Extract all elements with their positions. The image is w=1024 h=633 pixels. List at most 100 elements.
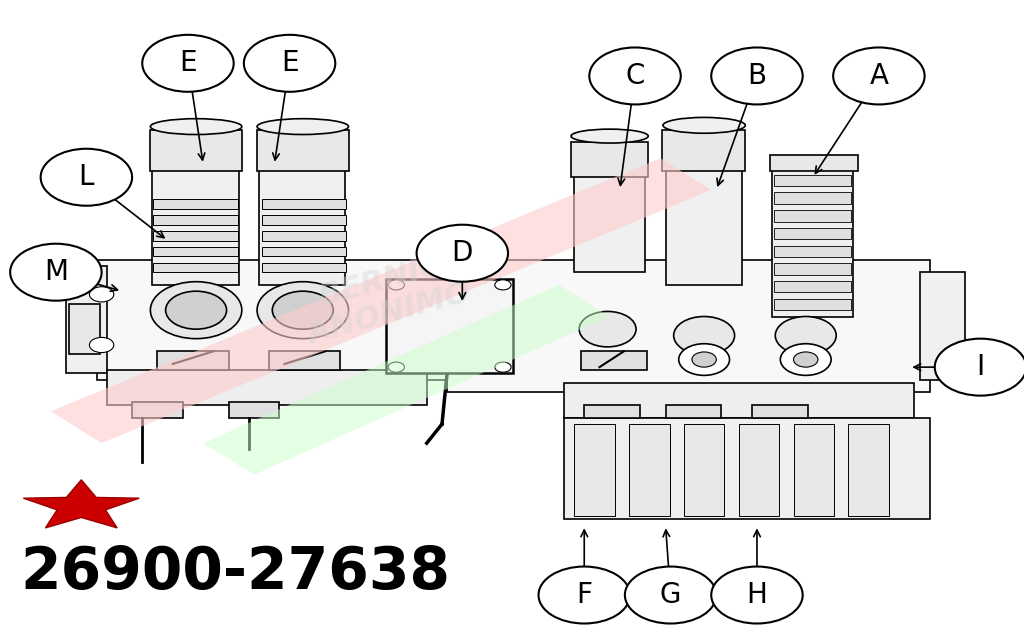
Ellipse shape xyxy=(151,119,242,135)
FancyBboxPatch shape xyxy=(154,247,238,256)
FancyBboxPatch shape xyxy=(564,418,930,519)
Text: E: E xyxy=(281,49,298,77)
Circle shape xyxy=(388,280,404,290)
FancyBboxPatch shape xyxy=(772,165,853,316)
FancyBboxPatch shape xyxy=(564,383,914,418)
FancyBboxPatch shape xyxy=(774,192,852,204)
Polygon shape xyxy=(51,158,712,443)
Circle shape xyxy=(834,47,925,104)
Ellipse shape xyxy=(571,129,648,143)
Text: M: M xyxy=(44,258,68,286)
FancyBboxPatch shape xyxy=(154,263,238,272)
Circle shape xyxy=(257,282,348,339)
FancyBboxPatch shape xyxy=(684,424,724,516)
FancyBboxPatch shape xyxy=(770,155,857,171)
Ellipse shape xyxy=(663,117,745,133)
Text: B: B xyxy=(748,62,767,90)
FancyBboxPatch shape xyxy=(585,405,640,418)
FancyBboxPatch shape xyxy=(262,215,346,225)
FancyBboxPatch shape xyxy=(257,130,348,171)
FancyBboxPatch shape xyxy=(154,231,238,241)
FancyBboxPatch shape xyxy=(96,260,447,380)
Text: I: I xyxy=(976,353,985,381)
Text: F: F xyxy=(577,581,592,609)
FancyBboxPatch shape xyxy=(738,424,779,516)
Ellipse shape xyxy=(257,119,348,135)
Text: A: A xyxy=(869,62,889,90)
FancyBboxPatch shape xyxy=(106,370,427,405)
FancyBboxPatch shape xyxy=(154,199,238,209)
Text: G: G xyxy=(659,581,681,609)
Circle shape xyxy=(495,362,511,372)
FancyBboxPatch shape xyxy=(228,402,280,418)
FancyBboxPatch shape xyxy=(629,424,670,516)
FancyBboxPatch shape xyxy=(774,228,852,239)
FancyBboxPatch shape xyxy=(69,304,99,354)
Circle shape xyxy=(151,282,242,339)
Circle shape xyxy=(539,567,630,624)
FancyBboxPatch shape xyxy=(752,405,808,418)
Circle shape xyxy=(244,35,335,92)
FancyBboxPatch shape xyxy=(774,175,852,186)
Circle shape xyxy=(10,244,101,301)
FancyBboxPatch shape xyxy=(663,130,744,171)
Circle shape xyxy=(712,47,803,104)
FancyBboxPatch shape xyxy=(262,199,346,209)
Circle shape xyxy=(692,352,717,367)
FancyBboxPatch shape xyxy=(571,142,648,177)
Circle shape xyxy=(674,316,734,354)
FancyBboxPatch shape xyxy=(66,266,106,373)
Polygon shape xyxy=(203,285,609,475)
Circle shape xyxy=(775,316,837,354)
Circle shape xyxy=(794,352,818,367)
Circle shape xyxy=(712,567,803,624)
FancyBboxPatch shape xyxy=(386,279,513,373)
FancyBboxPatch shape xyxy=(154,215,238,225)
FancyBboxPatch shape xyxy=(132,402,183,418)
FancyBboxPatch shape xyxy=(794,424,835,516)
Text: D: D xyxy=(452,239,473,267)
FancyBboxPatch shape xyxy=(774,246,852,257)
Circle shape xyxy=(388,362,404,372)
FancyBboxPatch shape xyxy=(774,210,852,222)
Circle shape xyxy=(580,311,636,347)
Circle shape xyxy=(417,225,508,282)
FancyBboxPatch shape xyxy=(774,281,852,292)
FancyBboxPatch shape xyxy=(666,168,741,285)
Circle shape xyxy=(272,291,333,329)
FancyBboxPatch shape xyxy=(447,260,930,392)
Circle shape xyxy=(41,149,132,206)
FancyBboxPatch shape xyxy=(262,263,346,272)
Circle shape xyxy=(590,47,681,104)
Circle shape xyxy=(495,280,511,290)
FancyBboxPatch shape xyxy=(774,299,852,310)
Circle shape xyxy=(935,339,1024,396)
Text: C: C xyxy=(626,62,645,90)
Text: E: E xyxy=(179,49,197,77)
Polygon shape xyxy=(24,480,139,528)
FancyBboxPatch shape xyxy=(774,263,852,275)
FancyBboxPatch shape xyxy=(666,405,721,418)
FancyBboxPatch shape xyxy=(849,424,889,516)
FancyBboxPatch shape xyxy=(259,168,345,285)
Circle shape xyxy=(780,344,831,375)
FancyBboxPatch shape xyxy=(574,424,614,516)
FancyBboxPatch shape xyxy=(269,351,340,370)
Text: L: L xyxy=(79,163,94,191)
FancyBboxPatch shape xyxy=(158,351,228,370)
FancyBboxPatch shape xyxy=(151,130,242,171)
FancyBboxPatch shape xyxy=(920,272,966,380)
Circle shape xyxy=(89,287,114,302)
FancyBboxPatch shape xyxy=(582,351,647,370)
FancyBboxPatch shape xyxy=(153,168,239,285)
FancyBboxPatch shape xyxy=(262,247,346,256)
Circle shape xyxy=(89,337,114,353)
Circle shape xyxy=(625,567,717,624)
FancyBboxPatch shape xyxy=(262,231,346,241)
Text: BERNIG
ANONIMO: BERNIG ANONIMO xyxy=(297,246,475,349)
Circle shape xyxy=(142,35,233,92)
Circle shape xyxy=(166,291,226,329)
Text: H: H xyxy=(746,581,767,609)
Circle shape xyxy=(679,344,729,375)
FancyBboxPatch shape xyxy=(574,174,645,272)
